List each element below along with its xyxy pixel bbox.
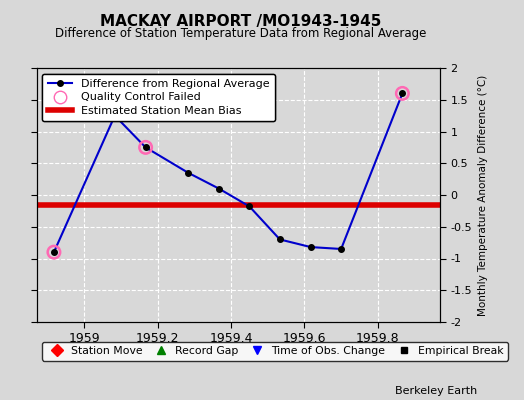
Text: Berkeley Earth: Berkeley Earth [395,386,477,396]
Difference from Regional Average [308,245,314,250]
Difference from Regional Average [143,145,149,150]
Legend: Difference from Regional Average, Quality Control Failed, Estimated Station Mean: Difference from Regional Average, Qualit… [42,74,275,121]
Difference from Regional Average [246,204,253,209]
Difference from Regional Average [51,250,57,254]
Line: Difference from Regional Average: Difference from Regional Average [51,91,405,255]
Difference from Regional Average [185,170,191,175]
Y-axis label: Monthly Temperature Anomaly Difference (°C): Monthly Temperature Anomaly Difference (… [478,74,488,316]
Text: Difference of Station Temperature Data from Regional Average: Difference of Station Temperature Data f… [56,27,427,40]
Quality Control Failed [50,249,58,255]
Difference from Regional Average [338,246,344,251]
Quality Control Failed [141,144,150,150]
Difference from Regional Average [112,113,118,118]
Difference from Regional Average [277,237,283,242]
Difference from Regional Average [399,91,406,96]
Quality Control Failed [398,90,407,96]
Difference from Regional Average [216,186,222,191]
Text: MACKAY AIRPORT /MO1943-1945: MACKAY AIRPORT /MO1943-1945 [101,14,381,29]
Legend: Station Move, Record Gap, Time of Obs. Change, Empirical Break: Station Move, Record Gap, Time of Obs. C… [42,342,508,360]
